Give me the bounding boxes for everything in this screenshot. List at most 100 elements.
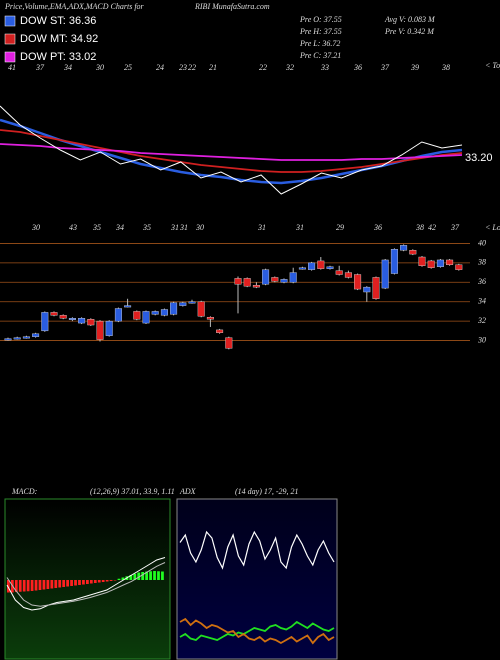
page-title: Price,Volume,EMA,ADX,MACD Charts for — [4, 2, 145, 11]
candle-body — [22, 336, 30, 339]
macd-bar — [153, 571, 156, 580]
candle-body — [179, 302, 187, 306]
adx-params: (14 day) 17, -29, 21 — [235, 487, 299, 496]
macd-line — [6, 557, 166, 611]
y-tick-label: 38 — [477, 258, 486, 267]
y-tick-label: 32 — [477, 316, 486, 325]
adx-panel — [176, 498, 338, 660]
candle-body — [446, 259, 454, 266]
candle-body — [50, 312, 58, 316]
candle-body — [105, 320, 113, 336]
candle-body — [188, 301, 196, 304]
macd-bar — [54, 580, 58, 588]
candle-body — [400, 245, 408, 251]
candle-body — [372, 277, 380, 299]
date-label: 30 — [31, 223, 40, 232]
candle-body — [271, 277, 279, 282]
candle-body — [151, 311, 159, 315]
candle-body — [160, 309, 168, 316]
macd-bar — [50, 580, 54, 589]
macd-bar — [161, 571, 164, 580]
candle-body — [234, 278, 242, 285]
macd-bar — [86, 580, 89, 584]
macd-bar — [62, 580, 66, 587]
macd-bar — [129, 575, 133, 580]
candle-body — [262, 269, 270, 285]
macd-bar — [7, 580, 10, 593]
date-label: 32 — [285, 63, 294, 72]
legend-label: DOW ST: 36.36 — [20, 15, 96, 27]
candle-body — [326, 266, 334, 269]
candle-body — [381, 259, 389, 289]
lows-label: < Lows — [485, 223, 500, 232]
date-label: 39 — [410, 63, 419, 72]
candle-body — [59, 315, 67, 319]
macd-bar — [105, 580, 109, 582]
macd-bar — [18, 580, 22, 592]
candle-body — [280, 279, 288, 283]
tops-label: < Tops — [485, 61, 500, 70]
macd-bar — [14, 580, 18, 592]
date-label: 42 — [428, 223, 436, 232]
candle-body — [409, 250, 417, 255]
date-label: 29 — [336, 223, 344, 232]
date-label: 41 — [8, 63, 16, 72]
adx-title: ADX — [179, 487, 197, 496]
date-label: 31 — [295, 223, 304, 232]
date-label: 25 — [124, 63, 132, 72]
stat: Pre H: 37.55 — [299, 27, 342, 36]
macd-bar — [34, 580, 38, 591]
date-label: 24 — [156, 63, 164, 72]
macd-bar — [149, 571, 152, 580]
macd-title: MACD: — [11, 487, 38, 496]
adx-line — [179, 617, 335, 645]
macd-bar — [74, 580, 77, 586]
date-label: 21 — [209, 63, 217, 72]
candle-body — [32, 333, 40, 337]
macd-bar — [97, 580, 101, 583]
candle-body — [4, 338, 12, 341]
macd-bar — [145, 571, 149, 580]
y-tick-label: 34 — [477, 297, 486, 306]
macd-bar — [89, 580, 93, 584]
macd-bar — [30, 580, 34, 591]
ema-line — [0, 129, 463, 173]
ema-line — [0, 143, 463, 161]
macd-bar — [22, 580, 26, 592]
candle-body — [308, 262, 316, 270]
candle-body — [298, 267, 306, 270]
macd-bar — [137, 572, 141, 580]
date-label: 36 — [373, 223, 382, 232]
macd-bar — [117, 578, 121, 580]
candle-body — [133, 311, 141, 320]
candle-body — [363, 286, 371, 293]
macd-bar — [93, 580, 97, 583]
candle-body — [13, 337, 21, 340]
date-label: 37 — [450, 223, 460, 232]
macd-bar — [157, 571, 160, 580]
candle-body — [225, 337, 233, 349]
date-label: 38 — [441, 63, 450, 72]
date-label: 34 — [63, 63, 72, 72]
date-label: 30 — [95, 63, 104, 72]
adx-line — [179, 620, 335, 641]
candle-body — [390, 249, 398, 274]
ema-line — [0, 118, 463, 185]
macd-bar — [38, 580, 42, 590]
macd-bar — [109, 580, 113, 581]
candle-body — [317, 260, 325, 269]
macd-bar — [58, 580, 62, 588]
stat: Pre V: 0.342 M — [384, 27, 435, 36]
legend-label: DOW PT: 33.02 — [20, 51, 96, 63]
candle-body — [96, 320, 104, 340]
candle-body — [427, 260, 435, 268]
legend-swatch — [4, 51, 16, 63]
macd-bar — [26, 580, 30, 592]
macd-bar — [101, 580, 105, 582]
y-tick-label: 30 — [477, 335, 486, 344]
stat: Avg V: 0.083 M — [384, 15, 436, 24]
candle-body — [124, 305, 132, 308]
date-label: 30 — [195, 223, 204, 232]
date-label: 37 — [380, 63, 390, 72]
